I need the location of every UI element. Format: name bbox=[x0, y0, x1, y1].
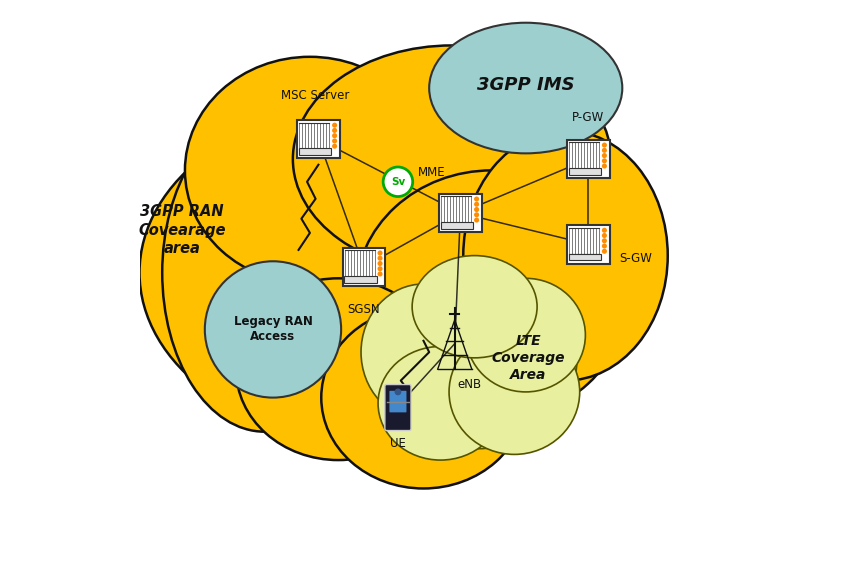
FancyBboxPatch shape bbox=[567, 140, 610, 178]
FancyBboxPatch shape bbox=[440, 222, 473, 229]
Circle shape bbox=[474, 212, 479, 218]
Circle shape bbox=[602, 244, 607, 249]
Circle shape bbox=[602, 228, 607, 233]
Circle shape bbox=[474, 197, 479, 202]
Text: MME: MME bbox=[418, 166, 446, 179]
Text: eNB: eNB bbox=[457, 378, 481, 391]
Circle shape bbox=[602, 233, 607, 238]
Ellipse shape bbox=[412, 256, 537, 358]
FancyBboxPatch shape bbox=[439, 194, 482, 232]
FancyBboxPatch shape bbox=[568, 253, 601, 260]
Circle shape bbox=[602, 158, 607, 164]
Circle shape bbox=[602, 153, 607, 158]
Ellipse shape bbox=[466, 278, 585, 392]
Circle shape bbox=[378, 256, 383, 261]
Ellipse shape bbox=[236, 278, 440, 460]
FancyBboxPatch shape bbox=[299, 148, 331, 155]
Circle shape bbox=[378, 261, 383, 266]
FancyBboxPatch shape bbox=[297, 120, 340, 158]
Text: LTE
Coverage
Area: LTE Coverage Area bbox=[492, 333, 565, 382]
Ellipse shape bbox=[205, 261, 341, 398]
Circle shape bbox=[332, 139, 337, 144]
Circle shape bbox=[474, 218, 479, 223]
Ellipse shape bbox=[321, 307, 526, 488]
Text: Legacy RAN
Access: Legacy RAN Access bbox=[234, 315, 313, 344]
Text: 3GPP IMS: 3GPP IMS bbox=[477, 76, 574, 94]
Circle shape bbox=[332, 144, 337, 149]
Circle shape bbox=[395, 389, 401, 395]
Circle shape bbox=[383, 167, 412, 197]
Ellipse shape bbox=[378, 346, 503, 460]
Circle shape bbox=[474, 202, 479, 207]
Circle shape bbox=[378, 272, 383, 277]
Ellipse shape bbox=[429, 23, 623, 153]
Ellipse shape bbox=[293, 45, 611, 273]
FancyBboxPatch shape bbox=[568, 168, 601, 175]
Ellipse shape bbox=[140, 102, 617, 443]
FancyBboxPatch shape bbox=[385, 385, 411, 431]
Circle shape bbox=[332, 128, 337, 133]
Circle shape bbox=[332, 133, 337, 138]
FancyBboxPatch shape bbox=[390, 391, 407, 412]
Circle shape bbox=[602, 238, 607, 243]
Circle shape bbox=[378, 266, 383, 272]
Text: UE: UE bbox=[390, 437, 406, 450]
Circle shape bbox=[602, 249, 607, 254]
Circle shape bbox=[602, 143, 607, 148]
Text: S-GW: S-GW bbox=[619, 252, 652, 265]
Ellipse shape bbox=[463, 131, 667, 381]
Ellipse shape bbox=[185, 57, 435, 284]
Ellipse shape bbox=[163, 114, 367, 432]
Circle shape bbox=[602, 148, 607, 153]
Circle shape bbox=[602, 164, 607, 169]
FancyBboxPatch shape bbox=[567, 225, 610, 264]
Text: MSC Server: MSC Server bbox=[281, 89, 350, 102]
Text: 3GPP RAN
Covearage
area: 3GPP RAN Covearage area bbox=[138, 204, 226, 256]
Circle shape bbox=[474, 207, 479, 212]
Ellipse shape bbox=[356, 170, 628, 420]
Ellipse shape bbox=[449, 329, 579, 454]
Circle shape bbox=[378, 250, 383, 256]
Text: Sv: Sv bbox=[390, 177, 405, 187]
Ellipse shape bbox=[361, 284, 486, 420]
FancyBboxPatch shape bbox=[344, 276, 377, 283]
Ellipse shape bbox=[378, 273, 577, 449]
FancyBboxPatch shape bbox=[342, 248, 385, 286]
Text: P-GW: P-GW bbox=[572, 111, 605, 124]
Text: SGSN: SGSN bbox=[347, 303, 380, 316]
Circle shape bbox=[332, 123, 337, 128]
